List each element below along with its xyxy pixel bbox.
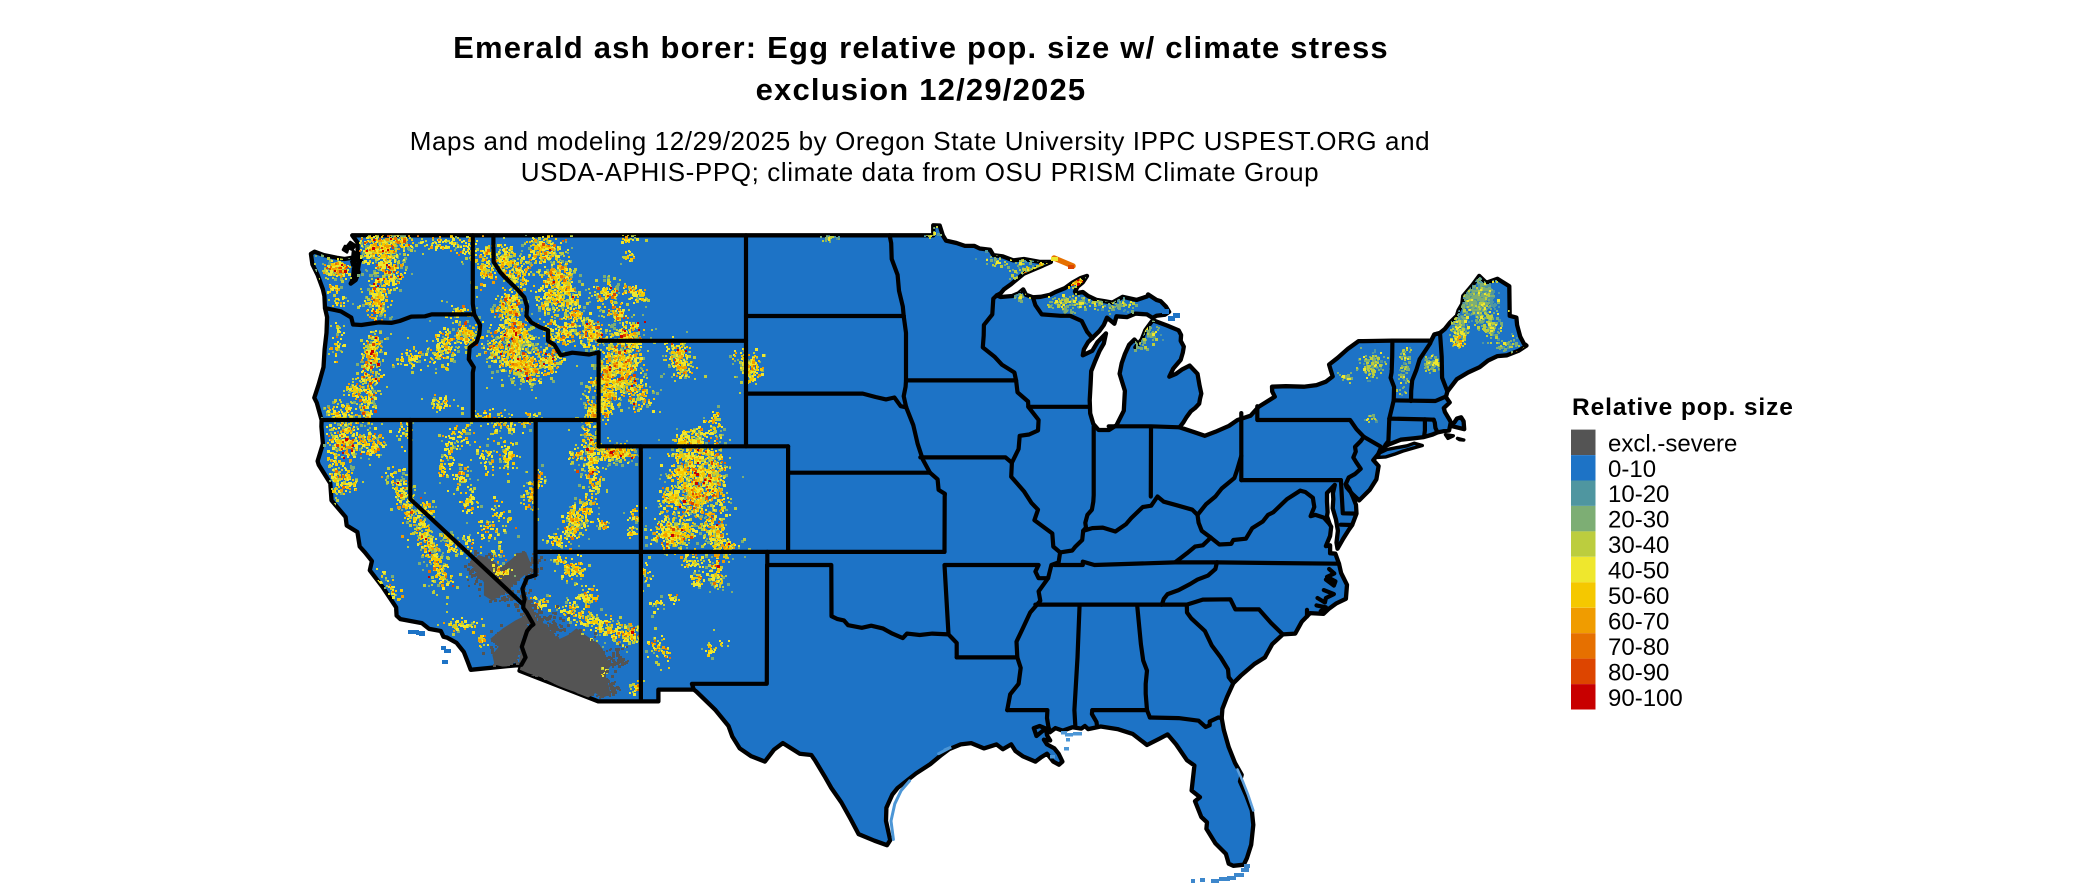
svg-text:Relative pop. size: Relative pop. size — [1572, 394, 1794, 421]
svg-text:10-20: 10-20 — [1608, 481, 1669, 508]
svg-text:USDA-APHIS-PPQ; climate data f: USDA-APHIS-PPQ; climate data from OSU PR… — [521, 157, 1320, 187]
svg-text:70-80: 70-80 — [1608, 634, 1669, 661]
svg-text:90-100: 90-100 — [1608, 685, 1683, 712]
svg-text:30-40: 30-40 — [1608, 532, 1669, 559]
svg-text:60-70: 60-70 — [1608, 609, 1669, 636]
svg-text:Maps and modeling 12/29/2025 b: Maps and modeling 12/29/2025 by Oregon S… — [410, 126, 1431, 156]
svg-text:0-10: 0-10 — [1608, 456, 1656, 483]
svg-text:20-30: 20-30 — [1608, 507, 1669, 534]
svg-text:excl.-severe: excl.-severe — [1608, 430, 1737, 457]
svg-text:40-50: 40-50 — [1608, 558, 1669, 585]
svg-text:80-90: 80-90 — [1608, 659, 1669, 686]
svg-text:50-60: 50-60 — [1608, 583, 1669, 610]
svg-text:exclusion 12/29/2025: exclusion 12/29/2025 — [756, 72, 1087, 107]
svg-text:Emerald ash borer: Egg relativ: Emerald ash borer: Egg relative pop. siz… — [453, 30, 1389, 65]
